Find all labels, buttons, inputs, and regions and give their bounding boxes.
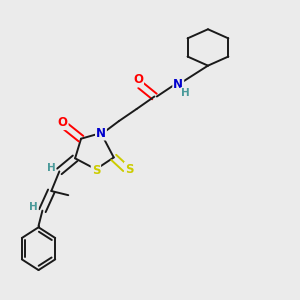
- Text: N: N: [173, 78, 183, 91]
- Text: O: O: [133, 74, 143, 86]
- Text: S: S: [92, 164, 100, 177]
- Text: H: H: [181, 88, 190, 98]
- Text: H: H: [29, 202, 38, 212]
- Text: H: H: [46, 163, 56, 173]
- Text: N: N: [96, 127, 106, 140]
- Text: S: S: [125, 163, 134, 176]
- Text: O: O: [58, 116, 68, 129]
